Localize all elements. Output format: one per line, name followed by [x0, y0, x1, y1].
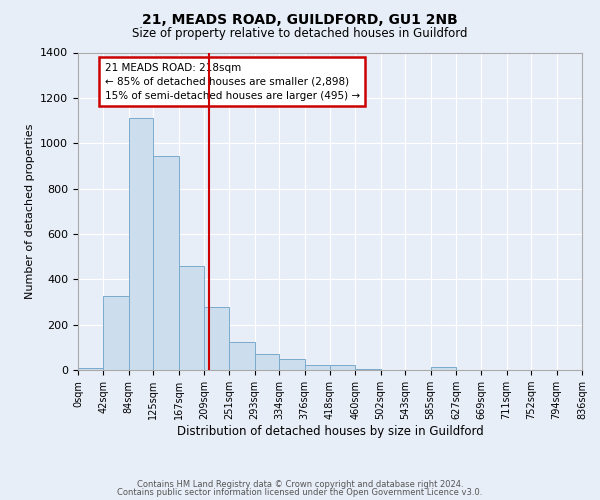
Text: Size of property relative to detached houses in Guildford: Size of property relative to detached ho…: [132, 28, 468, 40]
Bar: [154, 156, 179, 370]
Bar: [431, 366, 456, 370]
Text: Contains public sector information licensed under the Open Government Licence v3: Contains public sector information licen…: [118, 488, 482, 497]
Bar: [305, 366, 330, 370]
Bar: [280, 358, 305, 370]
Text: Contains HM Land Registry data © Crown copyright and database right 2024.: Contains HM Land Registry data © Crown c…: [137, 480, 463, 489]
Bar: [78, 368, 103, 370]
Bar: [254, 354, 280, 370]
Bar: [330, 366, 355, 370]
Text: 21, MEADS ROAD, GUILDFORD, GU1 2NB: 21, MEADS ROAD, GUILDFORD, GU1 2NB: [142, 12, 458, 26]
Bar: [179, 266, 204, 370]
Bar: [128, 118, 154, 370]
Y-axis label: Number of detached properties: Number of detached properties: [25, 124, 35, 299]
Bar: [229, 342, 254, 370]
Text: 21 MEADS ROAD: 218sqm
← 85% of detached houses are smaller (2,898)
15% of semi-d: 21 MEADS ROAD: 218sqm ← 85% of detached …: [104, 62, 359, 100]
Bar: [355, 369, 380, 370]
Bar: [103, 296, 128, 370]
X-axis label: Distribution of detached houses by size in Guildford: Distribution of detached houses by size …: [176, 425, 484, 438]
Bar: [204, 306, 229, 370]
